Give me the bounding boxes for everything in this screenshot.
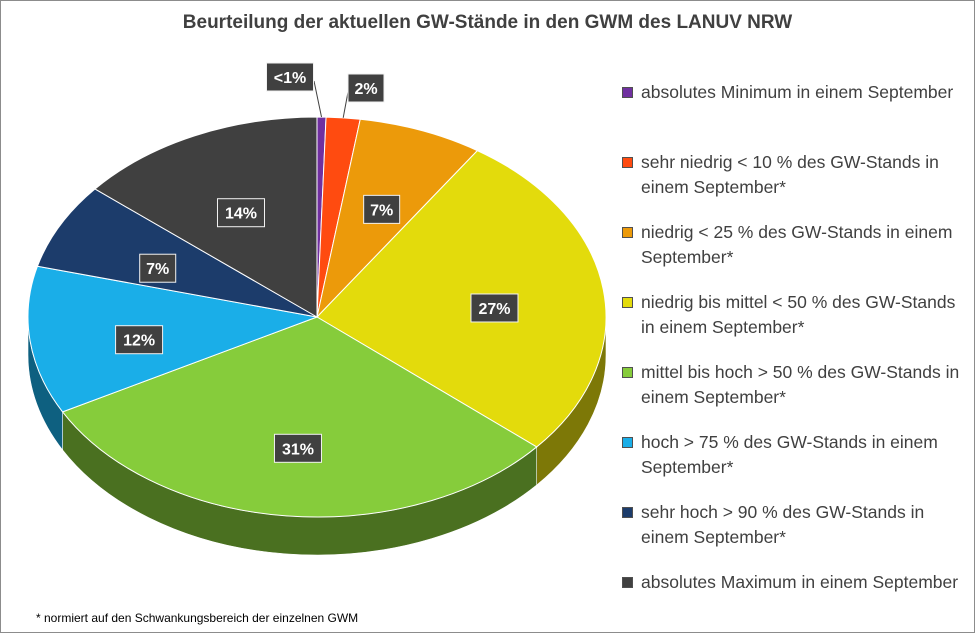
legend-label-4: mittel bis hoch > 50 % des GW-Stands in …	[641, 362, 960, 407]
legend-swatch-6	[622, 507, 633, 518]
legend-swatch-3	[622, 297, 633, 308]
legend-item-1: sehr niedrig < 10 % des GW-Stands in ein…	[622, 150, 967, 220]
data-label-3: 27%	[478, 301, 510, 318]
legend-item-2: niedrig < 25 % des GW-Stands in einem Se…	[622, 220, 967, 290]
data-label-box-4	[273, 433, 322, 463]
legend-label-7: absolutes Maximum in einem September	[641, 572, 959, 592]
legend-label-6: sehr hoch > 90 % des GW-Stands in einem …	[641, 502, 925, 547]
chart-title: Beurteilung der aktuellen GW-Stände in d…	[182, 12, 793, 33]
pie-slice-3	[316, 150, 607, 448]
pie-slice-4	[61, 316, 538, 518]
data-label-box-0	[266, 62, 314, 92]
leader-line-1	[342, 91, 349, 118]
data-label-1: 2%	[354, 81, 377, 98]
data-label-6: 7%	[146, 261, 169, 278]
legend-swatch-1	[622, 157, 633, 168]
legend: absolutes Minimum in einem September sehr…	[622, 80, 967, 640]
legend-swatch-5	[622, 437, 633, 448]
data-label-box-1	[347, 73, 385, 103]
legend-label-1: sehr niedrig < 10 % des GW-Stands in ein…	[641, 152, 939, 197]
legend-item-3: niedrig bis mittel < 50 % des GW-Stands …	[622, 290, 967, 360]
legend-swatch-4	[622, 367, 633, 378]
pie-slice-7	[94, 116, 318, 318]
data-label-7: 14%	[225, 206, 257, 223]
data-label-5: 12%	[123, 333, 155, 350]
legend-swatch-2	[622, 227, 633, 238]
leader-line-0	[313, 80, 323, 118]
legend-label-3: niedrig bis mittel < 50 % des GW-Stands …	[641, 292, 956, 337]
data-label-4: 31%	[282, 441, 314, 458]
legend-swatch-0	[622, 87, 633, 98]
legend-item-4: mittel bis hoch > 50 % des GW-Stands in …	[622, 360, 967, 430]
pie-slice-6	[36, 188, 318, 318]
data-label-box-5	[115, 325, 164, 355]
legend-item-7: absolutes Maximum in einem September	[622, 570, 967, 640]
data-label-box-6	[139, 253, 177, 283]
legend-item-6: sehr hoch > 90 % des GW-Stands in einem …	[622, 500, 967, 570]
legend-item-0: absolutes Minimum in einem September	[622, 80, 967, 150]
footnote: * normiert auf den Schwankungsbereich de…	[36, 611, 359, 625]
legend-item-5: hoch > 75 % des GW-Stands in einem Septe…	[622, 430, 967, 500]
data-label-box-2	[363, 194, 401, 224]
data-label-box-7	[216, 198, 265, 228]
data-label-2: 7%	[370, 202, 393, 219]
legend-label-5: hoch > 75 % des GW-Stands in einem Septe…	[641, 432, 938, 477]
pie-slice-5	[27, 265, 319, 413]
data-label-box-3	[470, 293, 519, 323]
legend-swatch-7	[622, 577, 633, 588]
legend-label-2: niedrig < 25 % des GW-Stands in einem Se…	[641, 222, 953, 267]
data-label-0: <1%	[274, 70, 306, 87]
legend-label-0: absolutes Minimum in einem September	[641, 82, 954, 102]
